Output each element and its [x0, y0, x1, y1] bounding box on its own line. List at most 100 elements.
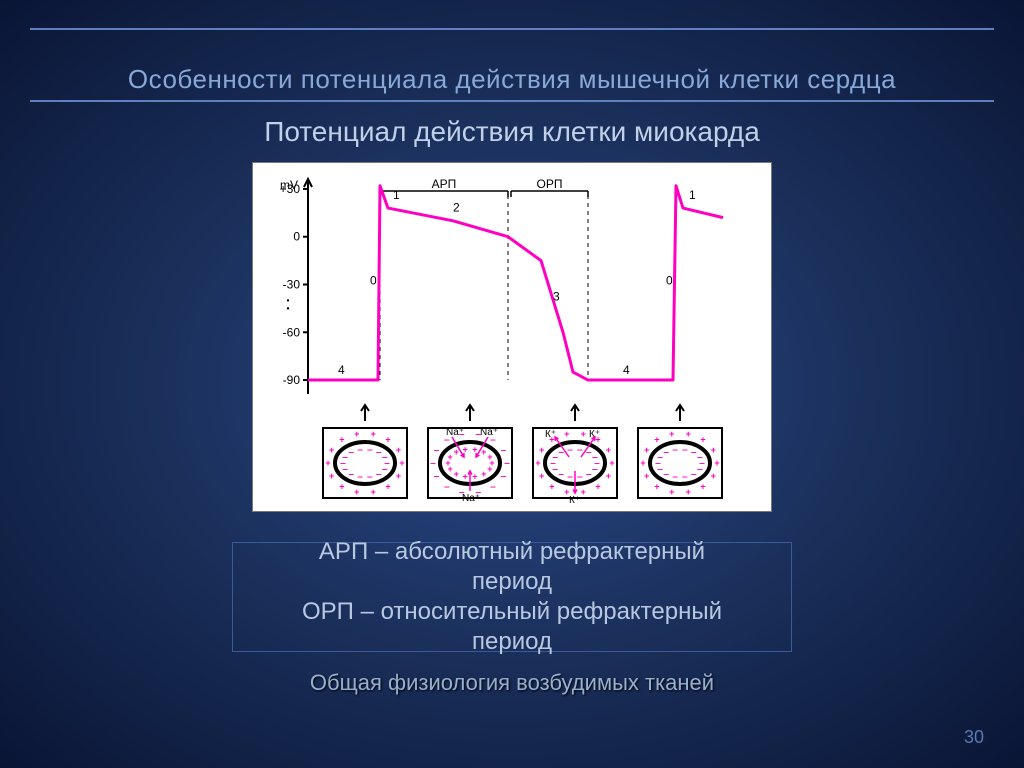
svg-text:+: + — [654, 481, 659, 491]
svg-text:‒: ‒ — [500, 471, 506, 481]
svg-text:+: + — [396, 471, 401, 481]
svg-text:+: + — [606, 445, 611, 455]
svg-text:‒: ‒ — [433, 471, 439, 481]
svg-text:‒: ‒ — [433, 445, 439, 455]
svg-text:‒: ‒ — [357, 472, 363, 482]
svg-text:+30: +30 — [280, 182, 301, 196]
svg-text:‒: ‒ — [690, 447, 696, 457]
svg-text:+: + — [700, 481, 705, 491]
svg-text:+: + — [644, 445, 649, 455]
svg-text:+: + — [564, 429, 569, 439]
svg-text:+: + — [609, 458, 614, 468]
svg-text:+: + — [654, 435, 659, 445]
legend-box: АРП – абсолютный рефрактерный период ОРП… — [232, 542, 792, 652]
legend-orp-2: период — [472, 627, 552, 657]
svg-text:К⁺: К⁺ — [545, 429, 556, 440]
svg-text:ОРП: ОРП — [537, 177, 563, 191]
svg-text:‒: ‒ — [663, 469, 669, 479]
svg-text:+: + — [711, 445, 716, 455]
chart-svg: mV+300-30-60-90АРПОРП01234401+++++++++++… — [253, 163, 773, 513]
svg-text:+: + — [325, 458, 330, 468]
svg-text:‒: ‒ — [672, 444, 678, 454]
svg-text:+: + — [686, 429, 691, 439]
svg-text:‒: ‒ — [576, 444, 582, 454]
svg-text:+: + — [535, 458, 540, 468]
svg-text:-30: -30 — [283, 278, 301, 292]
svg-text:0: 0 — [293, 230, 300, 244]
svg-text:+: + — [487, 452, 492, 462]
svg-text:‒: ‒ — [342, 452, 348, 462]
svg-text:+: + — [686, 487, 691, 497]
svg-text:‒: ‒ — [576, 472, 582, 482]
svg-text:К⁺: К⁺ — [569, 495, 580, 506]
svg-text:+: + — [462, 444, 467, 454]
svg-text:+: + — [454, 469, 459, 479]
svg-text:+: + — [371, 429, 376, 439]
svg-text:‒: ‒ — [585, 469, 591, 479]
svg-text:‒: ‒ — [375, 469, 381, 479]
svg-text:‒: ‒ — [348, 447, 354, 457]
action-potential-chart: mV+300-30-60-90АРПОРП01234401+++++++++++… — [252, 162, 772, 512]
svg-text:К⁺: К⁺ — [589, 429, 600, 440]
svg-text:+: + — [354, 429, 359, 439]
svg-text:+: + — [539, 471, 544, 481]
svg-text:‒: ‒ — [381, 464, 387, 474]
svg-text:‒: ‒ — [672, 472, 678, 482]
svg-text:‒: ‒ — [552, 452, 558, 462]
svg-text:+: + — [354, 487, 359, 497]
svg-text:+: + — [399, 458, 404, 468]
svg-text:‒: ‒ — [567, 444, 573, 454]
svg-text:+: + — [487, 464, 492, 474]
svg-text:АРП: АРП — [432, 177, 457, 191]
svg-text:Na⁺: Na⁺ — [462, 493, 480, 504]
svg-text:‒: ‒ — [681, 472, 687, 482]
svg-text:‒: ‒ — [663, 447, 669, 457]
svg-text:+: + — [385, 435, 390, 445]
svg-text:+: + — [472, 472, 477, 482]
page-number: 30 — [964, 727, 984, 748]
svg-text:‒: ‒ — [558, 469, 564, 479]
svg-text:+: + — [329, 471, 334, 481]
slide-title: Особенности потенциала действия мышечной… — [0, 64, 1024, 95]
svg-text:-90: -90 — [283, 373, 301, 387]
svg-text:‒: ‒ — [375, 447, 381, 457]
svg-text:‒: ‒ — [490, 481, 496, 491]
svg-text:+: + — [549, 481, 554, 491]
slide-subtitle: Потенциал действия клетки миокарда — [0, 116, 1024, 148]
svg-text:+: + — [581, 429, 586, 439]
svg-text:‒: ‒ — [429, 458, 435, 468]
svg-text:+: + — [481, 469, 486, 479]
svg-text:+: + — [329, 445, 334, 455]
svg-text:+: + — [462, 472, 467, 482]
top-rule — [30, 28, 994, 30]
svg-text:‒: ‒ — [348, 469, 354, 479]
svg-text:‒: ‒ — [366, 444, 372, 454]
svg-text:‒: ‒ — [567, 472, 573, 482]
svg-text:Na⁺: Na⁺ — [446, 427, 464, 438]
svg-text:‒: ‒ — [696, 464, 702, 474]
svg-text:+: + — [396, 445, 401, 455]
svg-text:+: + — [339, 435, 344, 445]
svg-text:0: 0 — [370, 274, 377, 288]
svg-text:0: 0 — [666, 274, 673, 288]
svg-text:+: + — [700, 435, 705, 445]
svg-text:‒: ‒ — [500, 445, 506, 455]
svg-text:+: + — [539, 445, 544, 455]
svg-text:4: 4 — [623, 363, 630, 377]
svg-text:+: + — [472, 444, 477, 454]
svg-text:+: + — [640, 458, 645, 468]
svg-text:‒: ‒ — [657, 452, 663, 462]
slide-footer: Общая физиология возбудимых тканей — [0, 670, 1024, 696]
svg-text:+: + — [669, 487, 674, 497]
svg-text:‒: ‒ — [443, 481, 449, 491]
svg-text:‒: ‒ — [503, 458, 509, 468]
svg-text:‒: ‒ — [357, 444, 363, 454]
svg-text:Na⁺: Na⁺ — [480, 427, 498, 438]
legend-orp-1: ОРП – относительный рефрактерный — [302, 597, 722, 627]
svg-text:‒: ‒ — [366, 472, 372, 482]
svg-text:1: 1 — [393, 188, 400, 202]
svg-text:1: 1 — [689, 188, 696, 202]
svg-text:+: + — [339, 481, 344, 491]
svg-text:+: + — [595, 481, 600, 491]
svg-text:+: + — [644, 471, 649, 481]
